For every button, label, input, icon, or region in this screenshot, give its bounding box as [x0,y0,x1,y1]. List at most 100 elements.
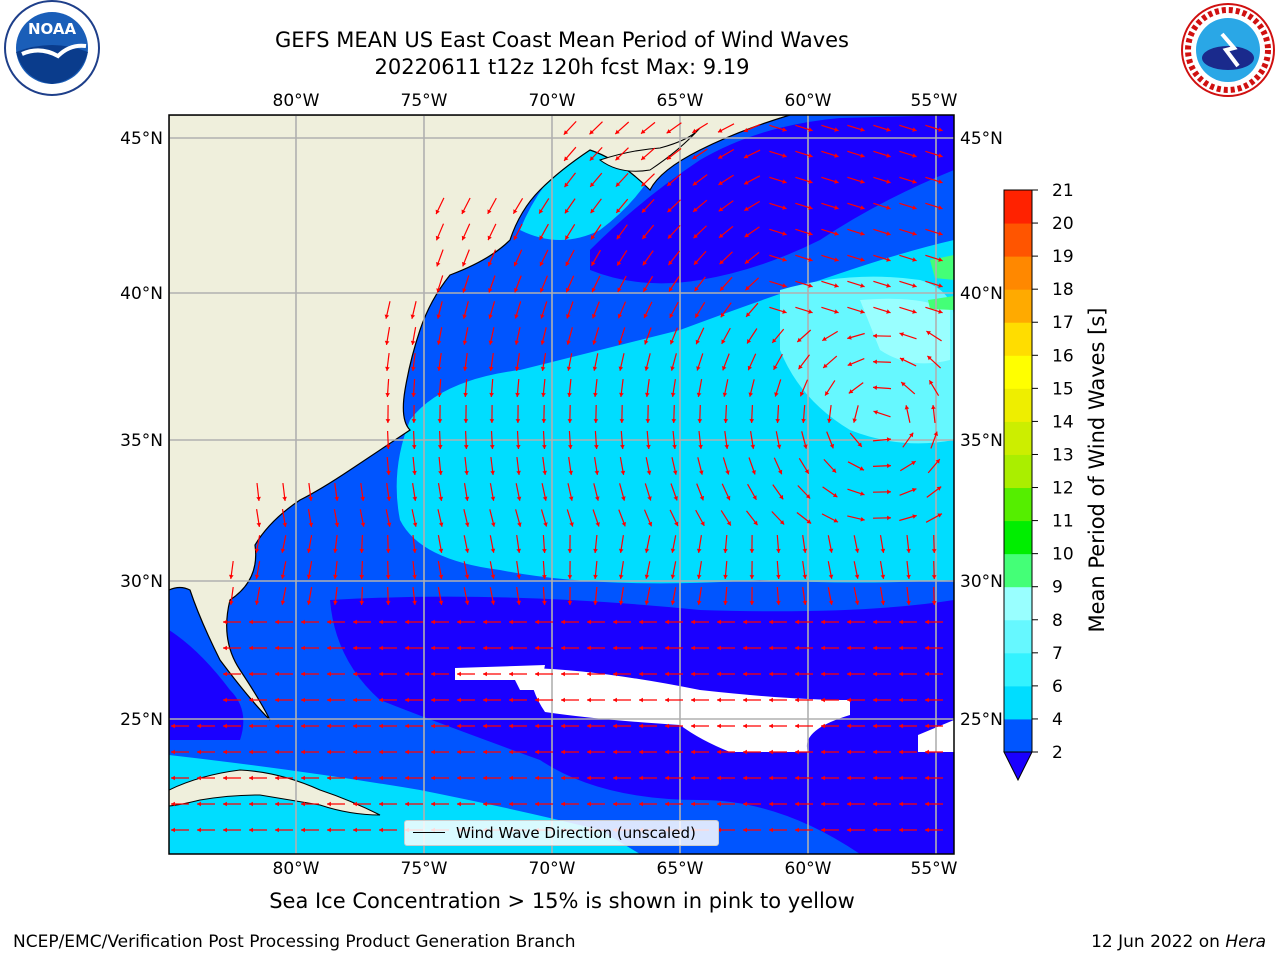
wave-direction-arrowhead [719,233,724,238]
wave-direction-arrowhead [859,466,864,471]
wave-direction-arrowhead [566,314,571,319]
legend-label: Wind Wave Direction (unscaled) [456,824,696,842]
wave-direction-arrowhead [489,445,495,449]
lon-tick-top: 65°W [657,91,704,111]
wave-direction-arrowhead [595,496,600,501]
wave-direction-arrowhead [899,723,903,729]
wave-direction-arrowhead [301,645,305,651]
wave-direction-arrowhead [857,442,862,447]
wave-direction-arrowhead [514,288,519,293]
wave-direction-arrowhead [873,723,877,729]
lon-tick-top: 80°W [273,91,320,111]
wave-direction-arrowhead [438,522,444,527]
wave-direction-arrowhead [743,775,747,781]
wave-direction-arrowhead [696,600,702,605]
wave-direction-arrowhead [249,775,253,781]
wave-direction-arrowhead [464,470,469,475]
wave-direction-arrowhead [613,723,617,729]
wave-direction-arrowhead [854,574,860,579]
wave-direction-arrowhead [808,127,813,132]
wave-direction-arrowhead [795,827,799,833]
wave-direction-arrowhead [301,619,305,625]
wave-direction-arrowhead [925,827,929,833]
wave-direction-arrowhead [717,801,721,807]
wave-direction-arrowhead [405,749,409,755]
wave-direction-arrowhead [667,207,672,213]
wave-direction-arrowhead [327,619,331,625]
wave-direction-arrowhead [542,601,547,605]
wave-direction-arrowhead [834,231,839,236]
wave-direction-arrowhead [847,335,852,340]
lon-tick-bottom: 65°W [657,859,704,879]
wave-direction-arrowhead [254,600,260,605]
wave-direction-arrowhead [223,697,227,703]
wave-direction-arrowhead [937,513,942,518]
wave-direction-arrowhead [782,127,787,132]
wave-direction-arrowhead [385,575,391,579]
wave-direction-arrowhead [670,574,676,579]
wave-direction-arrowhead [515,392,520,397]
colorbar-segment [1004,652,1032,687]
wave-direction-arrowhead [847,697,851,703]
wave-direction-arrowhead [353,697,357,703]
wave-direction-arrowhead [847,775,851,781]
wave-direction-arrowhead [565,235,570,240]
wave-direction-arrowhead [249,801,253,807]
wave-direction-arrowhead [542,470,547,475]
wave-direction-arrowhead [743,619,747,625]
colorbar-tick-label: 21 [1052,181,1074,201]
wave-direction-arrowhead [412,470,417,475]
wave-direction-arrowhead [431,723,435,729]
wave-direction-arrowhead [509,671,513,677]
wave-direction-arrowhead [906,600,911,605]
wave-direction-arrowhead [405,671,409,677]
wave-direction-arrowhead [463,366,468,371]
wave-direction-arrowhead [665,697,669,703]
wave-direction-arrowhead [726,495,731,501]
wave-direction-arrowhead [438,548,444,553]
wave-direction-arrowhead [197,749,201,755]
wave-direction-arrowhead [516,470,521,475]
wave-direction-arrowhead [691,645,695,651]
wave-direction-arrowhead [613,801,617,807]
wave-direction-arrowhead [563,130,569,135]
wave-direction-arrowhead [693,233,698,239]
wave-direction-arrowhead [803,444,808,449]
wave-direction-arrowhead [514,366,520,371]
wave-direction-arrowhead [561,697,565,703]
wave-direction-arrowhead [353,827,357,833]
wave-direction-arrowhead [886,153,891,158]
wave-direction-arrowhead [645,419,651,423]
wave-direction-arrowhead [751,470,756,475]
wave-direction-arrowhead [618,366,624,371]
wave-direction-arrowhead [645,392,650,397]
wave-direction-arrowhead [379,775,383,781]
wave-direction-arrowhead [615,129,620,134]
wave-direction-arrowhead [665,671,669,677]
wave-direction-arrowhead [938,205,943,210]
wave-direction-arrowhead [566,366,572,371]
wave-direction-arrowhead [223,723,227,729]
wave-direction-arrowhead [749,601,755,605]
wave-direction-arrowhead [379,723,383,729]
wave-direction-arrowhead [490,574,496,579]
wave-direction-arrowhead [782,309,787,314]
wave-direction-arrowhead [938,231,943,236]
wave-direction-arrowhead [808,257,813,262]
wave-direction-arrowhead [249,671,253,677]
wave-direction-arrowhead [723,600,728,605]
wave-direction-arrowhead [647,521,653,527]
wave-direction-arrowhead [541,419,547,423]
colorbar-extend-arrow [1003,751,1033,782]
colorbar-segment [1004,454,1032,489]
wave-direction-arrowhead [694,260,699,265]
wave-direction-arrowhead [644,548,650,553]
wave-direction-arrowhead [223,749,227,755]
wave-direction-arrowhead [327,801,331,807]
wave-direction-arrowhead [379,645,383,651]
wave-direction-arrowhead [906,574,911,579]
wave-direction-arrowhead [769,697,773,703]
wave-direction-arrowhead [561,749,565,755]
wave-direction-arrowhead [483,775,487,781]
